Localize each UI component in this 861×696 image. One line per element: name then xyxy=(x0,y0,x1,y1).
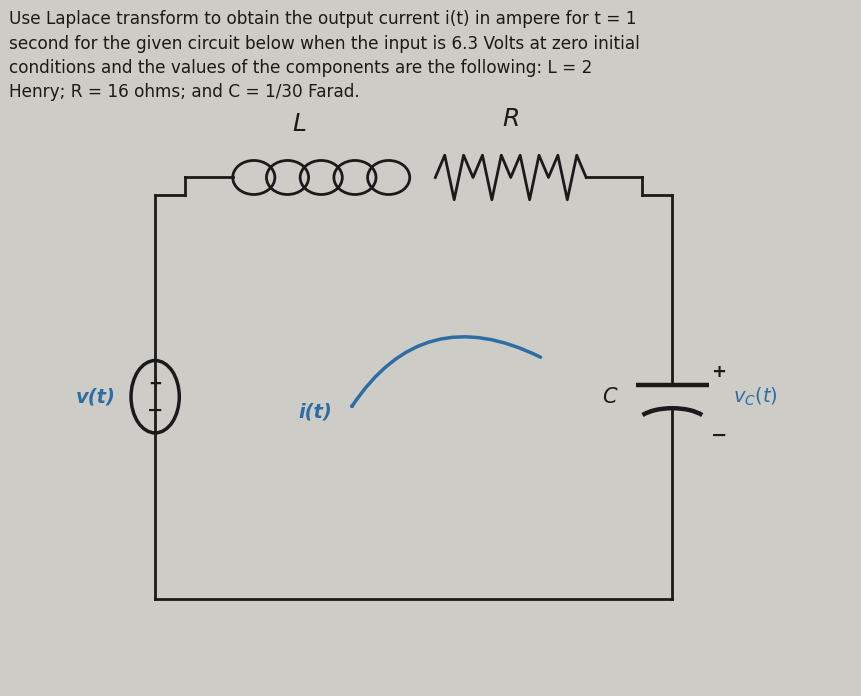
Text: C: C xyxy=(602,387,616,406)
Text: −: − xyxy=(147,401,163,420)
Text: i(t): i(t) xyxy=(298,402,331,422)
FancyArrowPatch shape xyxy=(351,337,540,406)
Text: R: R xyxy=(501,107,519,131)
Text: v(t): v(t) xyxy=(76,387,115,406)
Text: −: − xyxy=(710,425,726,445)
Text: Use Laplace transform to obtain the output current i(t) in ampere for t = 1
seco: Use Laplace transform to obtain the outp… xyxy=(9,10,639,102)
Text: L: L xyxy=(292,112,306,136)
Text: +: + xyxy=(710,363,726,381)
Text: $\mathit{v_C(t)}$: $\mathit{v_C(t)}$ xyxy=(732,386,777,408)
Text: +: + xyxy=(148,375,162,393)
